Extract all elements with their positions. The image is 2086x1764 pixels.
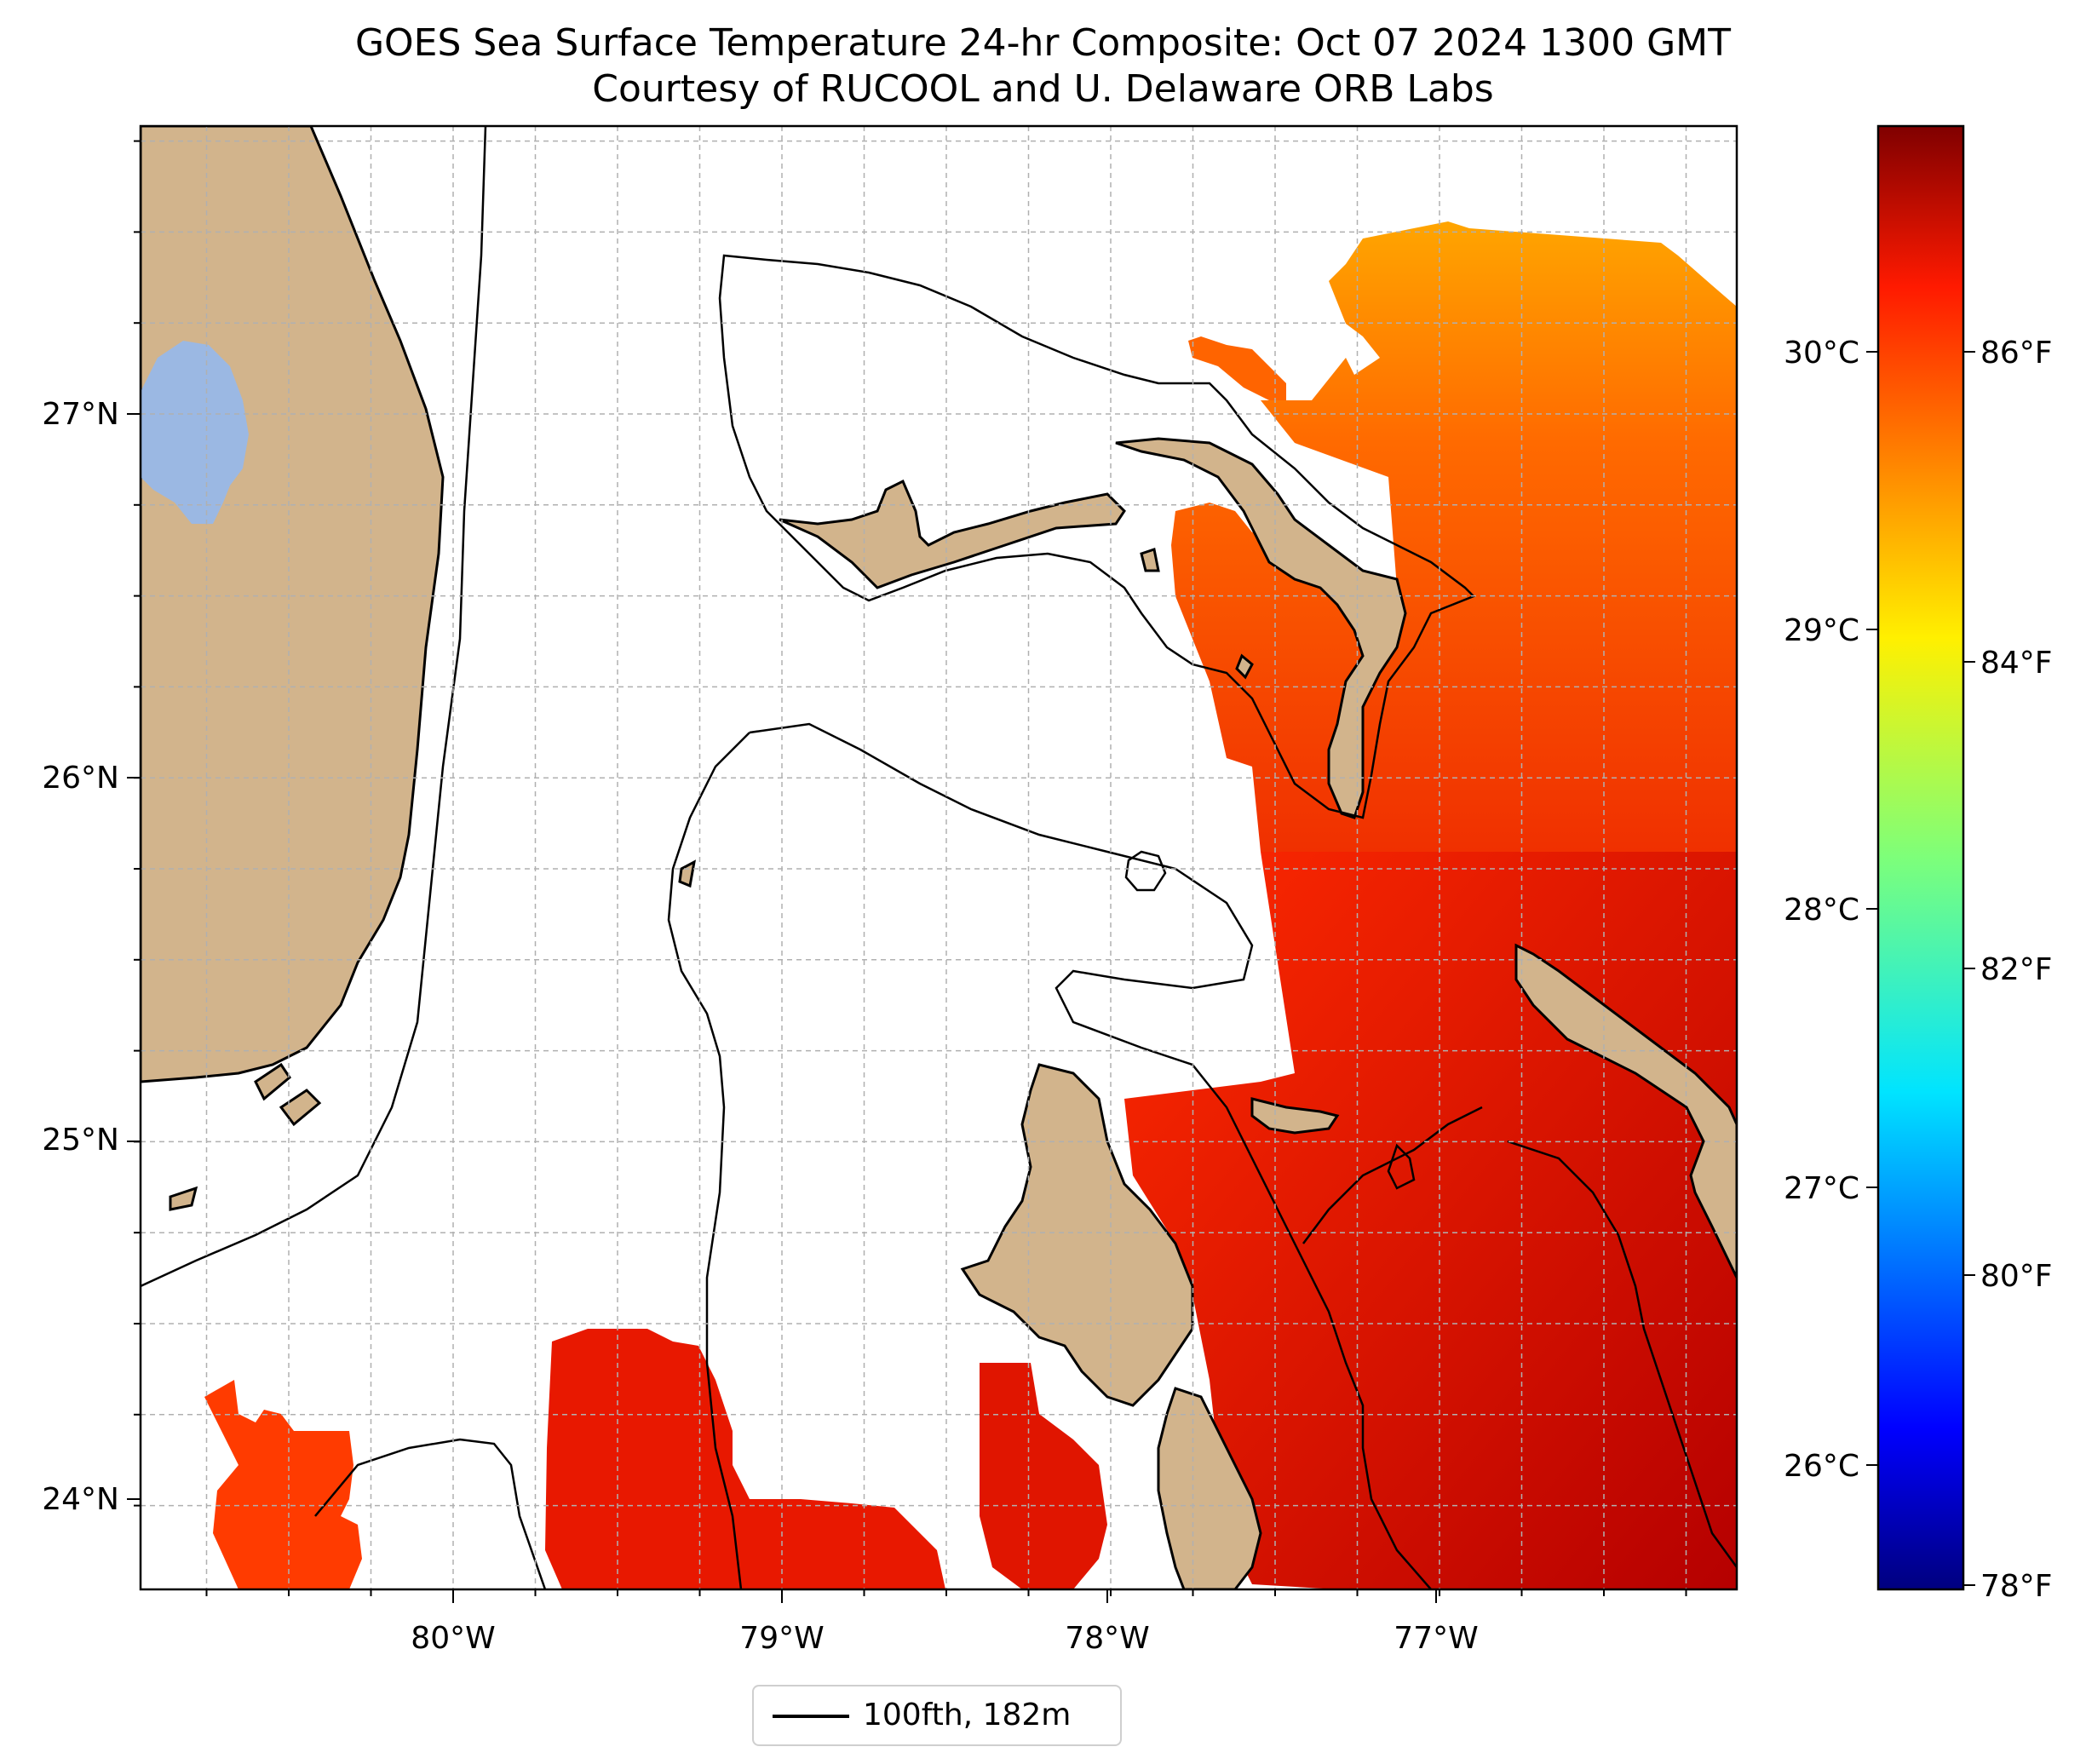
graticule <box>141 126 1737 1589</box>
colorbar-celsius-label: 26°C <box>1784 1449 1859 1484</box>
contour-small-1 <box>1124 850 1167 892</box>
map-subtitle: Courtesy of RUCOOL and U. Delaware ORB L… <box>592 67 1494 111</box>
keys-island <box>169 1186 198 1211</box>
latitude-axis: 27°N 26°N 25°N 24°N <box>42 397 119 1517</box>
grand-bahama-land <box>779 479 1126 589</box>
lat-label: 25°N <box>42 1123 119 1158</box>
colorbar: 30°C 29°C 28°C 27°C 26°C 86°F 84°F 82°F … <box>1784 124 2053 1604</box>
colorbar-fahrenheit-label: 80°F <box>1980 1259 2053 1294</box>
lat-label: 27°N <box>42 397 119 432</box>
sst-data-layer <box>204 221 1737 1589</box>
contour-great-bahama-bank-west <box>667 732 750 1589</box>
colorbar-fahrenheit-label: 86°F <box>1980 336 2053 371</box>
sst-patch-south-central <box>545 1329 945 1589</box>
contour-exuma-sound <box>1302 1106 1483 1244</box>
andros-south-land <box>1157 1387 1262 1589</box>
colorbar-celsius-label: 27°C <box>1784 1171 1859 1206</box>
lat-label: 24°N <box>42 1482 119 1517</box>
contour-florida-straits-west <box>141 126 487 1288</box>
small-cay <box>678 859 697 888</box>
abaco-land <box>1115 437 1407 819</box>
contour-little-bahama-bank <box>718 254 1476 819</box>
keys-island <box>254 1062 291 1101</box>
colorbar-celsius-label: 28°C <box>1784 893 1859 928</box>
map-title: GOES Sea Surface Temperature 24-hr Compo… <box>354 21 1732 65</box>
colorbar-celsius-label: 30°C <box>1784 336 1859 371</box>
colorbar-fahrenheit-label: 78°F <box>1980 1569 2053 1604</box>
lon-label: 77°W <box>1394 1621 1478 1656</box>
lon-label: 80°W <box>411 1621 495 1656</box>
contour-small-2 <box>1387 1143 1416 1190</box>
berry-islands-land <box>1250 1097 1340 1135</box>
bathymetry-100fth-contours <box>141 126 1737 1589</box>
contour-tongue-of-ocean <box>1507 1140 1737 1568</box>
lat-label: 26°N <box>42 761 119 796</box>
legend: 100fth, 182m <box>752 1685 1122 1746</box>
sst-patch-north-small <box>1188 336 1286 400</box>
lake-okeechobee <box>141 341 249 524</box>
lon-label: 78°W <box>1065 1621 1149 1656</box>
plot-frame <box>139 124 1738 1591</box>
sst-patch-northeast <box>1171 221 1737 852</box>
eleuthera-land <box>1514 943 1737 1278</box>
colorbar-ticks <box>1866 351 1975 1586</box>
colorbar-gradient <box>1876 124 1965 1591</box>
longitude-axis: 80°W 79°W 78°W 77°W <box>411 1621 1478 1656</box>
colorbar-celsius-label: 29°C <box>1784 613 1859 648</box>
map-plot-area <box>141 126 1737 1589</box>
axis-ticks <box>127 140 1687 1603</box>
florida-land <box>141 126 445 1083</box>
colorbar-fahrenheit-label: 84°F <box>1980 646 2053 681</box>
small-cay <box>1235 653 1254 680</box>
colorbar-fahrenheit-label: 82°F <box>1980 952 2053 987</box>
legend-label: 100fth, 182m <box>863 1698 1072 1732</box>
sst-patch-south-middle <box>980 1363 1107 1589</box>
legend-line-swatch <box>773 1715 849 1718</box>
sst-patch-southwest <box>204 1380 362 1589</box>
keys-island <box>279 1089 322 1127</box>
small-cay <box>1140 548 1160 572</box>
andros-land <box>960 1063 1194 1407</box>
lon-label: 79°W <box>739 1621 824 1656</box>
contour-great-bahama-bank <box>749 722 1432 1589</box>
contour-cay-sal <box>314 1438 547 1589</box>
